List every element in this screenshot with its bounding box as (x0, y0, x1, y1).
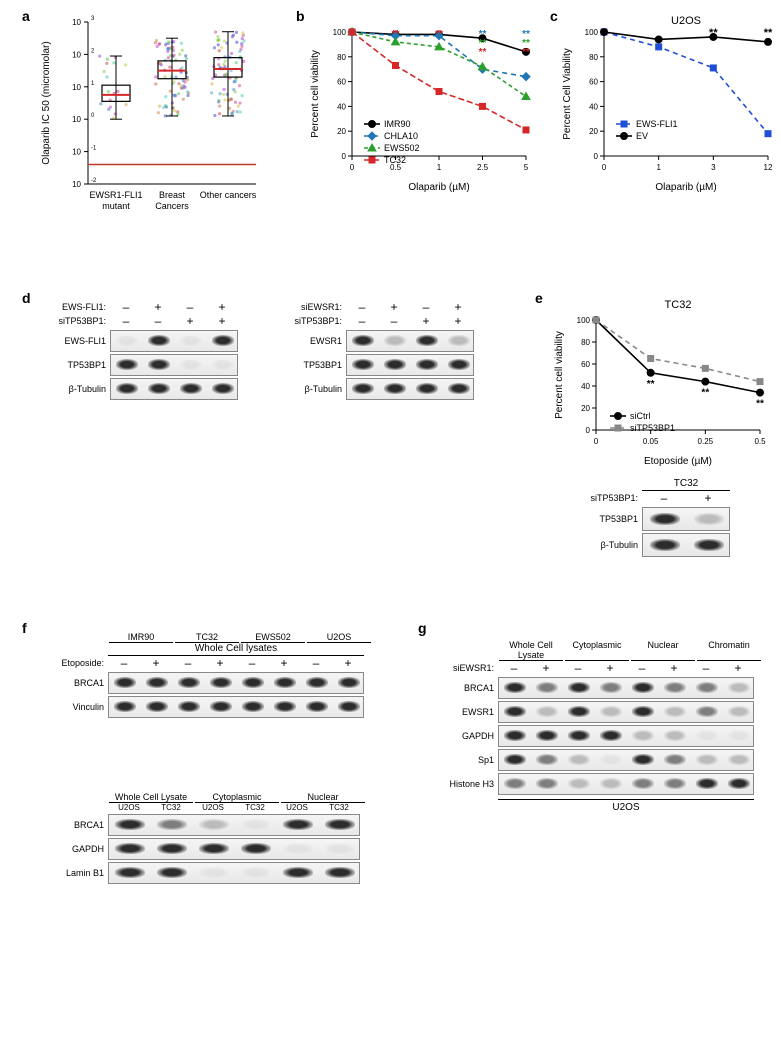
svg-text:**: ** (522, 47, 530, 58)
panel-e-chart: 0 20 40 60 80 100 0 0.05 0.25 0.5 Etoposide (µM) Pe… (548, 298, 768, 468)
svg-text:**: ** (647, 379, 655, 390)
svg-text:Olaparib (µM): Olaparib (µM) (655, 182, 716, 193)
svg-text:Breast: Breast (159, 190, 186, 200)
svg-text:60: 60 (581, 360, 590, 369)
svg-text:10: 10 (72, 115, 81, 124)
panel-f-top: IMR90TC32EWS502U2OSWhole Cell lysatesEto… (48, 632, 388, 718)
panel-d-label: d (22, 290, 31, 306)
svg-text:Percent cell viability: Percent cell viability (554, 331, 565, 419)
svg-text:0.05: 0.05 (643, 437, 659, 446)
svg-text:10: 10 (72, 148, 81, 157)
panel-d-left: EWS-FLI1:–+–+siTP53BP1:––++EWS-FLI1TP53B… (44, 300, 254, 400)
svg-text:**: ** (701, 388, 709, 399)
panel-b-chart: 02040608010000.512.55Olaparib (µM)Percen… (304, 14, 534, 194)
svg-text:20: 20 (589, 127, 598, 136)
svg-text:Percent Cell Viability: Percent Cell Viability (562, 48, 573, 140)
svg-text:0: 0 (342, 152, 347, 161)
panel-a-chart: 10 -2 10 -1 10 0 10 1 10 2 10 3 Olaparib IC 50 (micr… (34, 14, 264, 232)
svg-text:0: 0 (350, 163, 355, 172)
panel-e-blot: TC32siTP53BP1:–+TP53BP1β-Tubulin (580, 478, 750, 557)
panel-a-label: a (22, 8, 30, 24)
svg-text:100: 100 (585, 28, 599, 37)
svg-text:60: 60 (589, 78, 598, 87)
svg-text:20: 20 (581, 404, 590, 413)
svg-text:80: 80 (581, 338, 590, 347)
svg-text:0: 0 (594, 152, 599, 161)
panel-d-right: siEWSR1:–+–+siTP53BP1:––++EWSR1TP53BP1β-… (280, 300, 490, 400)
svg-text:10: 10 (72, 50, 81, 59)
svg-text:0: 0 (91, 113, 95, 119)
svg-text:40: 40 (337, 102, 346, 111)
svg-text:5: 5 (524, 163, 529, 172)
svg-text:**: ** (756, 399, 764, 410)
panel-g-label: g (418, 620, 427, 636)
svg-text:**: ** (709, 27, 718, 39)
svg-text:**: ** (435, 29, 443, 40)
svg-text:siTP53BP1: siTP53BP1 (630, 423, 675, 433)
svg-text:EV: EV (636, 131, 648, 141)
svg-text:Olaparib (µM): Olaparib (µM) (408, 182, 469, 193)
svg-text:Other cancers: Other cancers (200, 190, 257, 200)
svg-text:0.5: 0.5 (754, 437, 766, 446)
svg-text:80: 80 (337, 53, 346, 62)
panel-c-chart: 0 20 40 60 80 100 0 1 3 12 Olaparib (µM) Percent Ce… (556, 14, 776, 194)
svg-text:100: 100 (333, 28, 347, 37)
svg-text:1: 1 (656, 163, 661, 172)
svg-text:0: 0 (586, 426, 591, 435)
svg-text:10: 10 (72, 180, 81, 189)
svg-text:20: 20 (337, 127, 346, 136)
svg-text:EWSR1-FLI1: EWSR1-FLI1 (89, 190, 142, 200)
svg-text:EWS-FLI1: EWS-FLI1 (636, 119, 678, 129)
svg-text:12: 12 (764, 163, 773, 172)
svg-text:Olaparib IC 50 (micromolar): Olaparib IC 50 (micromolar) (41, 41, 52, 164)
svg-text:-1: -1 (91, 146, 97, 152)
panel-g-blot: Whole CellLysateCytoplasmicNuclearChroma… (436, 640, 766, 813)
svg-text:3: 3 (711, 163, 716, 172)
svg-text:CHLA10: CHLA10 (384, 131, 418, 141)
panel-e-label: e (535, 290, 543, 306)
panel-f-bottom: Whole Cell LysateCytoplasmicNuclearU2OST… (48, 792, 388, 884)
svg-text:Cancers: Cancers (155, 201, 189, 211)
svg-text:10: 10 (72, 18, 81, 27)
svg-text:40: 40 (589, 102, 598, 111)
svg-text:40: 40 (581, 382, 590, 391)
svg-text:TC32: TC32 (665, 299, 692, 311)
svg-text:10: 10 (72, 83, 81, 92)
svg-text:60: 60 (337, 78, 346, 87)
svg-text:80: 80 (589, 53, 598, 62)
svg-text:2.5: 2.5 (477, 163, 489, 172)
svg-text:0: 0 (594, 437, 599, 446)
svg-text:3: 3 (91, 16, 95, 22)
svg-text:siCtrl: siCtrl (630, 411, 651, 421)
svg-text:TC32: TC32 (384, 155, 406, 165)
svg-text:Etoposide (µM): Etoposide (µM) (644, 456, 712, 467)
svg-text:2: 2 (91, 48, 95, 54)
svg-text:mutant: mutant (102, 201, 130, 211)
svg-text:1: 1 (91, 81, 95, 87)
svg-text:Percent cell viability: Percent cell viability (310, 50, 321, 138)
svg-text:-2: -2 (91, 178, 97, 184)
svg-text:IMR90: IMR90 (384, 119, 411, 129)
svg-text:1: 1 (437, 163, 442, 172)
svg-text:100: 100 (577, 316, 591, 325)
svg-text:EWS502: EWS502 (384, 143, 420, 153)
svg-text:0.25: 0.25 (698, 437, 714, 446)
svg-text:**: ** (764, 27, 773, 39)
svg-text:U2OS: U2OS (671, 15, 701, 27)
panel-f-label: f (22, 620, 27, 636)
svg-text:0: 0 (602, 163, 607, 172)
svg-text:**: ** (479, 47, 487, 58)
svg-text:**: ** (392, 29, 400, 40)
